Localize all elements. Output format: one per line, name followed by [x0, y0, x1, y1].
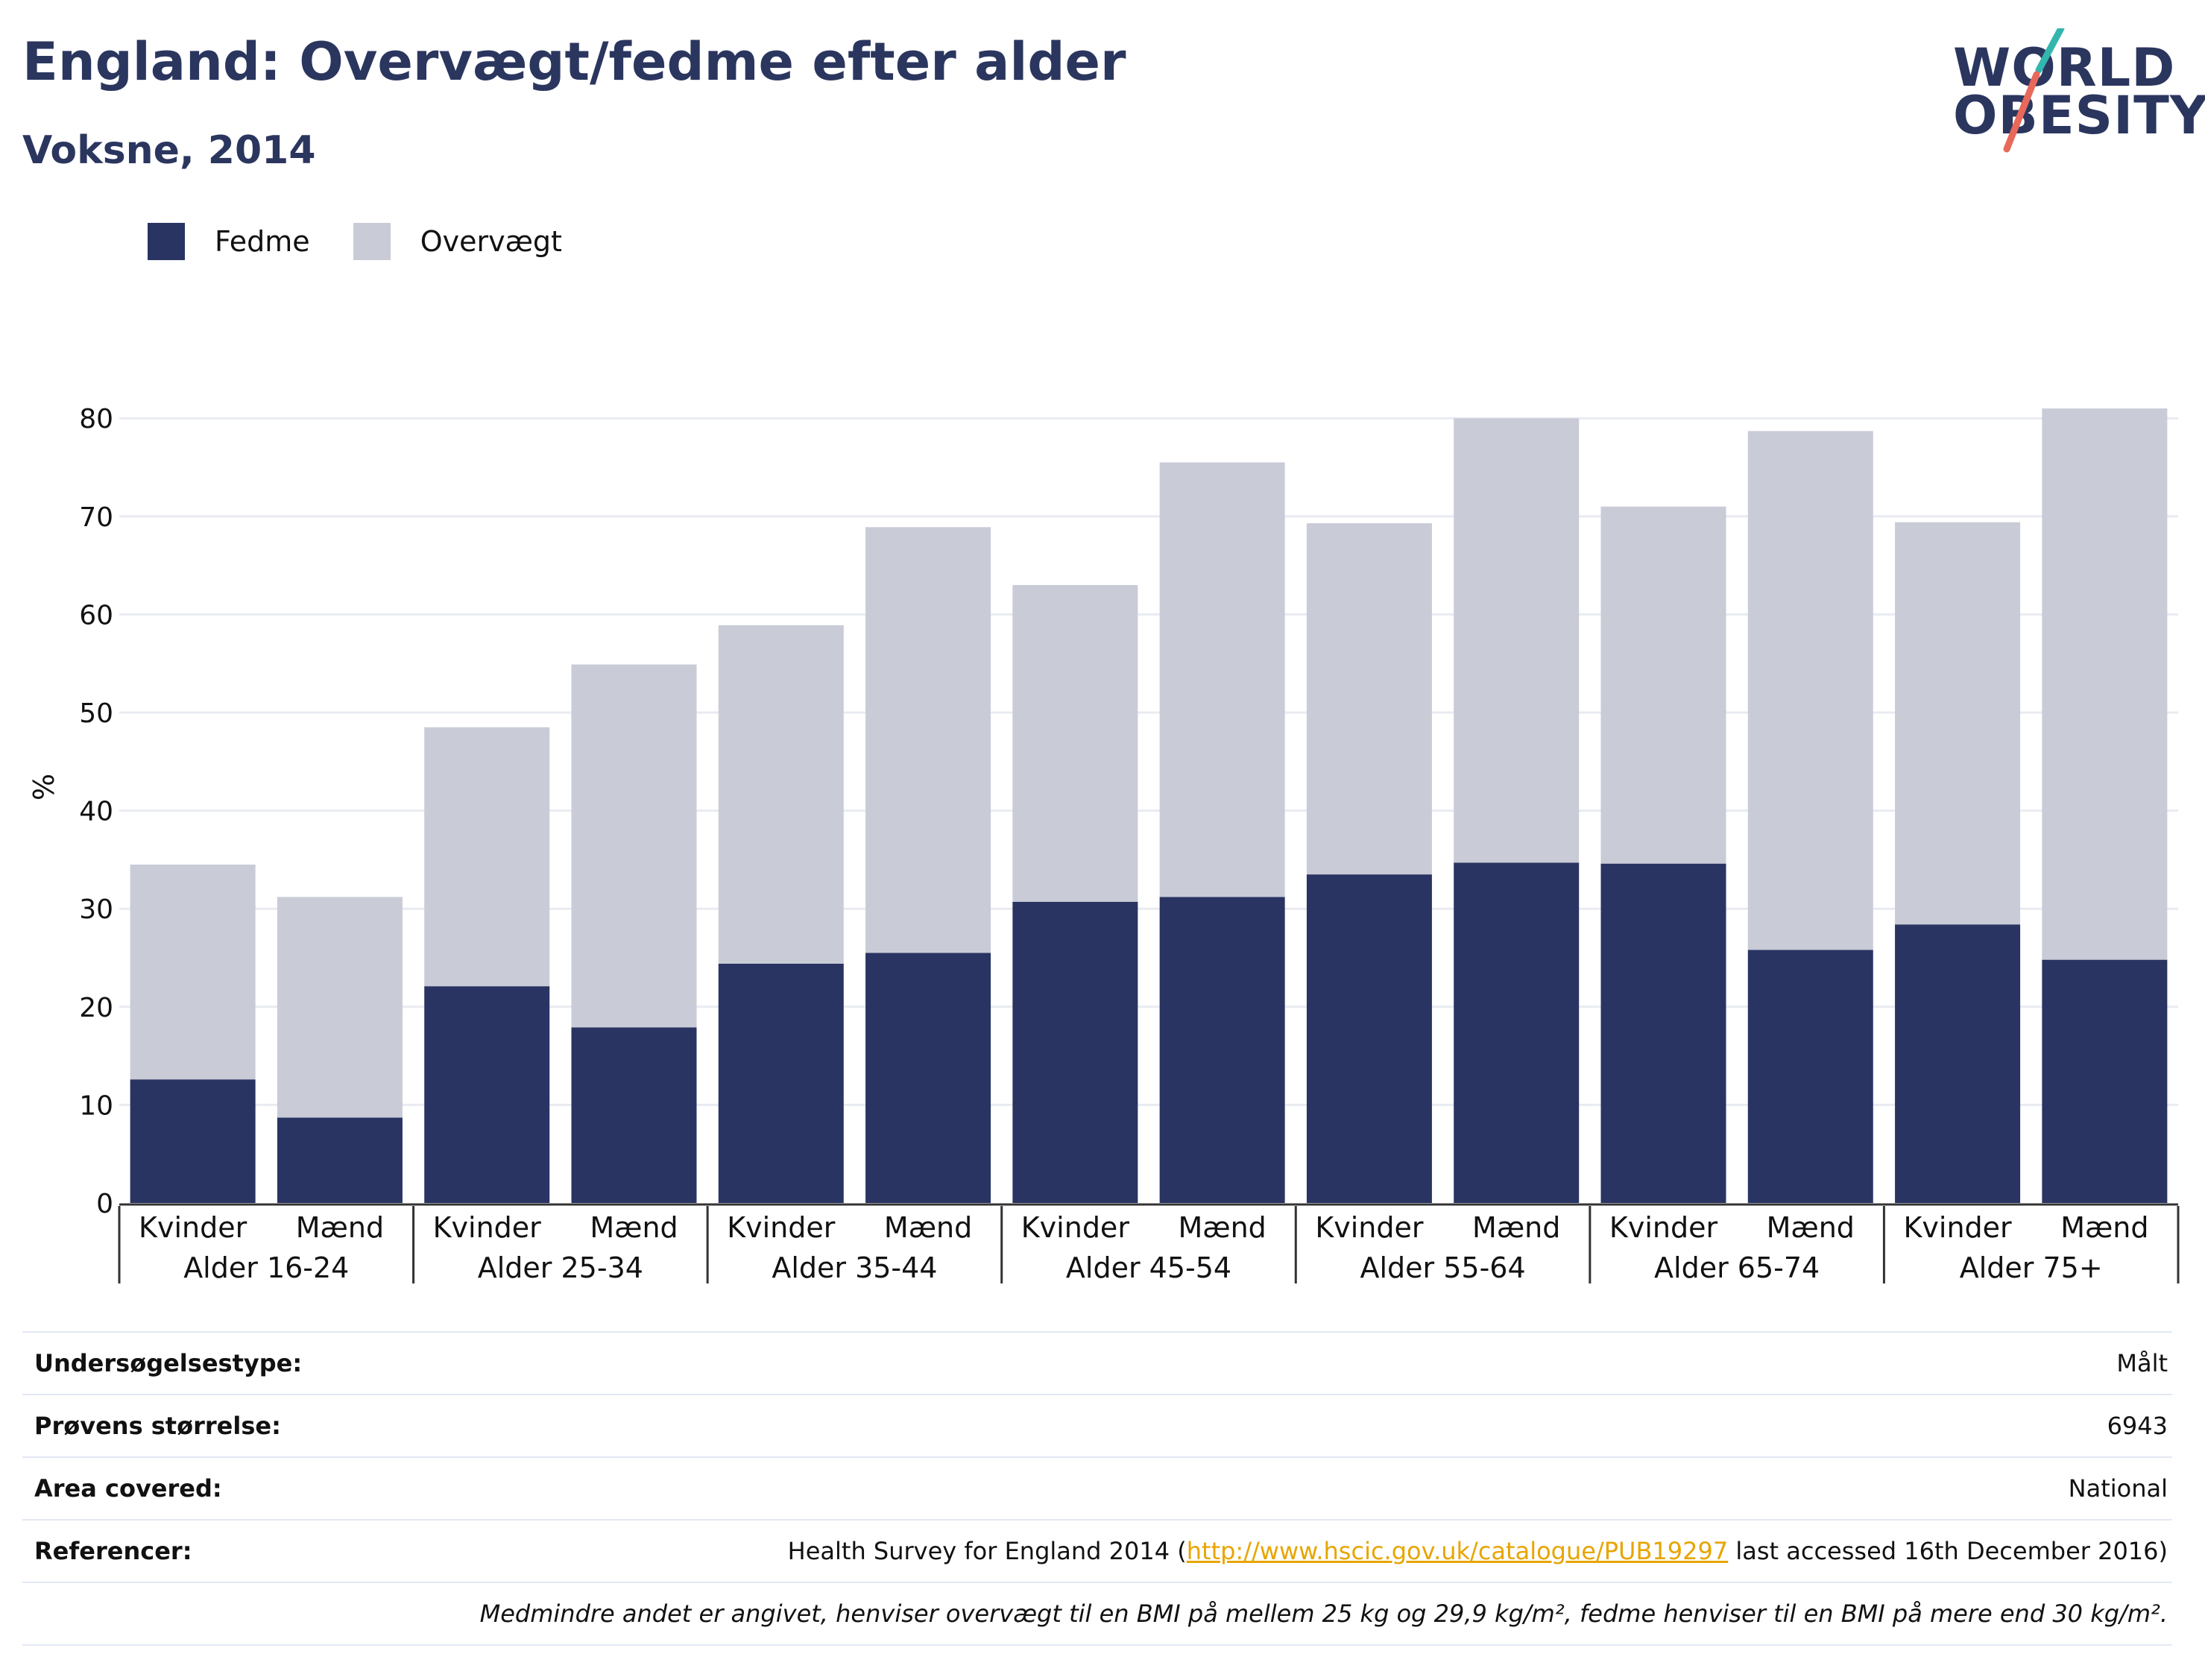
group-label: Alder 25-34 — [478, 1251, 643, 1284]
y-tick-label: 40 — [79, 797, 113, 827]
x-tick-label: Mænd — [590, 1211, 678, 1244]
info-label: Undersøgelsestype: — [34, 1349, 303, 1377]
info-row-references: Referencer: Health Survey for England 20… — [22, 1519, 2172, 1582]
bmi-definition-note: Medmindre andet er angivet, henviser ove… — [479, 1600, 2168, 1628]
y-tick-label: 50 — [79, 698, 113, 729]
bar-overvaegt — [1159, 462, 1285, 897]
x-tick-label: Kvinder — [433, 1211, 542, 1244]
x-tick-label: Mænd — [1472, 1211, 1560, 1244]
bar-overvaegt — [718, 625, 844, 964]
info-row-sample-size: Prøvens størrelse: 6943 — [22, 1394, 2172, 1456]
info-label: Referencer: — [34, 1537, 192, 1565]
bar-overvaegt — [1600, 506, 1726, 864]
legend-swatch-overvaegt — [353, 223, 391, 260]
x-tick-label: Kvinder — [139, 1211, 247, 1244]
info-row-survey-type: Undersøgelsestype: Målt — [22, 1331, 2172, 1394]
info-label: Area covered: — [34, 1474, 222, 1503]
x-tick-label: Kvinder — [1609, 1211, 1718, 1244]
bar-overvaegt — [130, 864, 256, 1080]
y-tick-label: 80 — [79, 404, 113, 435]
x-tick-label: Kvinder — [1903, 1211, 2012, 1244]
info-value: 6943 — [2107, 1412, 2168, 1440]
chart-legend: Fedme Overvægt — [148, 221, 605, 262]
bar-overvaegt — [865, 527, 991, 953]
y-axis-title: % — [28, 774, 60, 800]
x-tick-label: Mænd — [2060, 1211, 2148, 1244]
bar-overvaegt — [571, 664, 697, 1028]
group-label: Alder 65-74 — [1654, 1251, 1820, 1284]
bar-fedme — [1747, 950, 1873, 1203]
stacked-bar-chart: 0 10 20 30 40 50 60 70 80% Kvinder Mænd Kvinder Mænd… — [28, 404, 2180, 1284]
x-tick-label: Mænd — [296, 1211, 384, 1244]
y-tick-label: 70 — [79, 502, 113, 533]
legend-label-fedme: Fedme — [215, 225, 310, 258]
chart-title: England: Overvægt/fedme efter alder — [22, 31, 1126, 92]
x-tick-label: Mænd — [1767, 1211, 1855, 1244]
info-label: Prøvens størrelse: — [34, 1412, 281, 1440]
y-tick-label: 10 — [79, 1090, 113, 1121]
legend-swatch-fedme — [148, 223, 185, 260]
bar-overvaegt — [1306, 523, 1432, 875]
info-value: Målt — [2116, 1349, 2168, 1377]
group-label: Alder 45-54 — [1066, 1251, 1231, 1284]
legend-label-overvaegt: Overvægt — [420, 225, 562, 258]
group-label: Alder 55-64 — [1360, 1251, 1525, 1284]
logo-line-2: OBESITY — [1953, 85, 2205, 146]
references-prefix: Health Survey for England 2014 ( — [787, 1537, 1187, 1565]
info-table: Undersøgelsestype: Målt Prøvens størrels… — [22, 1331, 2172, 1646]
logo-slash-icon — [2003, 28, 2065, 153]
bar-fedme — [130, 1079, 256, 1203]
x-tick-label: Kvinder — [1021, 1211, 1130, 1244]
bar-fedme — [277, 1117, 403, 1203]
chart-subtitle: Voksne, 2014 — [22, 128, 316, 173]
bar-overvaegt — [2042, 408, 2168, 960]
bar-fedme — [718, 963, 844, 1203]
x-tick-label: Mænd — [884, 1211, 972, 1244]
group-label: Alder 35-44 — [772, 1251, 937, 1284]
y-tick-label: 0 — [96, 1189, 113, 1219]
references-suffix: last accessed 16th December 2016) — [1728, 1537, 2168, 1565]
legend-item-fedme: Fedme — [148, 223, 310, 260]
info-row-area-covered: Area covered: National — [22, 1456, 2172, 1519]
bar-overvaegt — [277, 897, 403, 1118]
bar-fedme — [571, 1027, 697, 1203]
y-tick-label: 20 — [79, 993, 113, 1023]
bar-overvaegt — [1895, 522, 2021, 925]
legend-item-overvaegt: Overvægt — [353, 223, 562, 260]
x-tick-label: Mænd — [1178, 1211, 1266, 1244]
info-row-note: Medmindre andet er angivet, henviser ove… — [22, 1582, 2172, 1646]
group-label: Alder 75+ — [1960, 1251, 2103, 1284]
bar-fedme — [1306, 874, 1432, 1203]
bar-fedme — [1012, 901, 1138, 1203]
group-label: Alder 16-24 — [183, 1251, 349, 1284]
bar-fedme — [865, 953, 991, 1203]
bar-overvaegt — [1747, 431, 1873, 950]
bar-overvaegt — [1454, 418, 1580, 863]
y-tick-label: 60 — [79, 600, 113, 631]
bar-fedme — [1600, 863, 1726, 1203]
info-value: National — [2068, 1474, 2168, 1503]
bar-overvaegt — [1012, 584, 1138, 902]
y-tick-label: 30 — [79, 894, 113, 925]
references-value: Health Survey for England 2014 (http://w… — [788, 1537, 2172, 1565]
bar-fedme — [1454, 862, 1580, 1203]
world-obesity-logo: WORLD OBESITY — [1938, 28, 2205, 162]
bar-fedme — [2042, 959, 2168, 1203]
bar-fedme — [424, 986, 550, 1203]
references-link[interactable]: http://www.hscic.gov.uk/catalogue/PUB192… — [1186, 1537, 1729, 1565]
bar-overvaegt — [424, 727, 550, 987]
x-tick-label: Kvinder — [1315, 1211, 1424, 1244]
bar-fedme — [1159, 897, 1285, 1203]
x-tick-label: Kvinder — [727, 1211, 836, 1244]
logo-line-1: WORLD — [1953, 37, 2176, 98]
bar-fedme — [1895, 924, 2021, 1203]
